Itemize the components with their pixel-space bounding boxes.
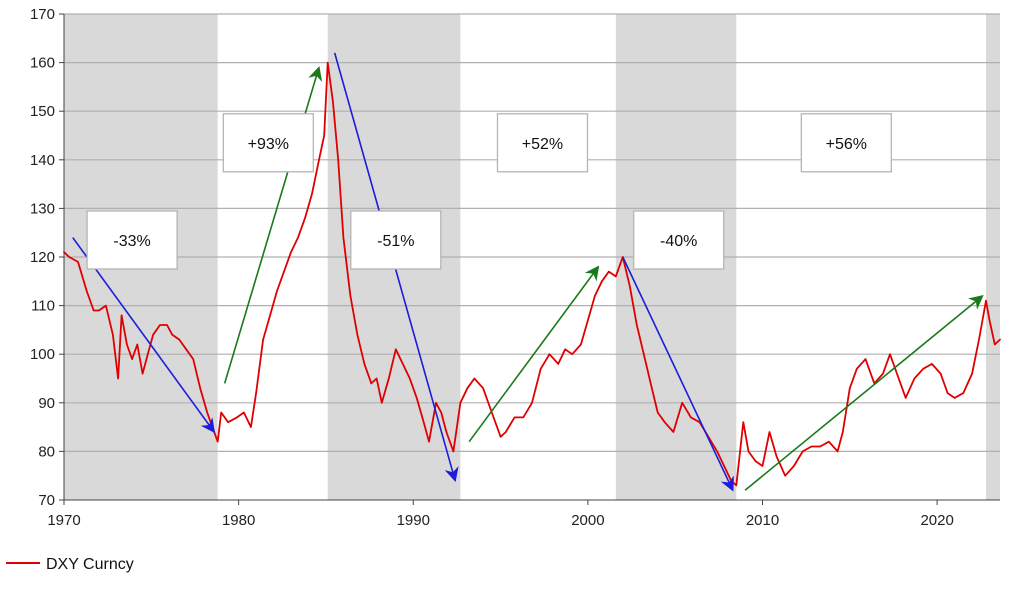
annotation-label-0: -33%: [113, 233, 150, 250]
y-tick-label-160: 160: [30, 55, 55, 72]
y-tick-label-90: 90: [38, 395, 55, 412]
x-axis-ticks: 1970 1980 1990 2000 2010 2020: [47, 500, 954, 529]
y-tick-label-140: 140: [30, 152, 55, 169]
annotation-box-4: -40%: [633, 210, 725, 270]
annotation-frame-2: [350, 210, 442, 270]
x-tick-label-1980: 1980: [222, 512, 255, 529]
annotation-label-4: -40%: [660, 233, 697, 250]
y-tick-label-120: 120: [30, 249, 55, 266]
y-tick-label-150: 150: [30, 103, 55, 120]
series-line-dxy: [63, 61, 1001, 487]
x-tick-label-2010: 2010: [746, 512, 779, 529]
legend: DXY Curncy: [6, 556, 134, 573]
annotation-frame-0: [86, 210, 178, 270]
annotation-label-3: +52%: [522, 136, 563, 153]
x-tick-label-1990: 1990: [397, 512, 430, 529]
annotation-box-0: -33%: [86, 210, 178, 270]
decline-arrow-0: [72, 237, 216, 434]
x-tick-label-2000: 2000: [571, 512, 604, 529]
y-tick-label-80: 80: [38, 443, 55, 460]
y-tick-label-110: 110: [31, 298, 55, 315]
annotation-box-1: +93%: [222, 113, 314, 173]
annotation-label-1: +93%: [248, 136, 289, 153]
y-tick-label-130: 130: [30, 200, 55, 217]
y-tick-label-70: 70: [38, 492, 55, 509]
rise-arrow-3: [468, 265, 600, 443]
legend-label-dxy: DXY Curncy: [46, 556, 134, 573]
annotation-box-5: +56%: [800, 113, 892, 173]
x-tick-label-1970: 1970: [47, 512, 80, 529]
percent-annotations: -33% +93% -51% +52% -40% +56%: [86, 113, 892, 270]
annotation-frame-1: [222, 113, 314, 173]
x-tick-label-2020: 2020: [920, 512, 953, 529]
annotation-label-5: +56%: [826, 136, 867, 153]
annotation-box-3: +52%: [496, 113, 589, 173]
annotation-frame-3: [496, 113, 589, 173]
decline-arrow-4: [622, 256, 734, 492]
annotation-frame-5: [800, 113, 892, 173]
y-axis-ticks: 70 80 90 100 110 120 130 140 150 160 170: [30, 6, 64, 509]
annotation-label-2: -51%: [377, 233, 414, 250]
annotation-frame-4: [633, 210, 725, 270]
y-tick-label-100: 100: [30, 346, 55, 363]
y-tick-label-170: 170: [30, 6, 55, 23]
rise-arrow-5: [744, 294, 984, 491]
series-layer: [63, 61, 1001, 487]
annotation-box-2: -51%: [350, 210, 442, 270]
